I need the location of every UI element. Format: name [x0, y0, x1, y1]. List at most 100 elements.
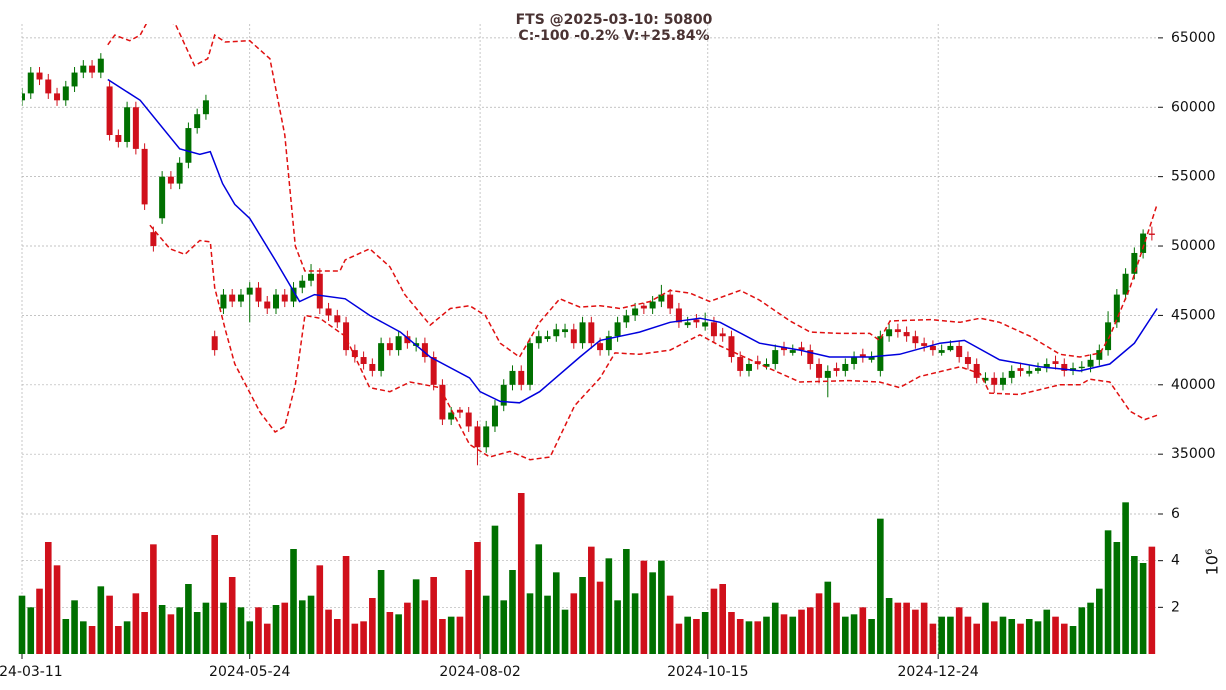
volume-bar	[631, 593, 639, 654]
volume-bar	[605, 558, 613, 654]
volume-bar	[377, 570, 385, 654]
volume-bar	[780, 614, 788, 654]
candle-body	[938, 350, 945, 353]
y-tick-label: 60000	[1171, 99, 1216, 115]
volume-bar	[421, 600, 429, 654]
volume-bar	[920, 602, 928, 654]
candle-body	[448, 412, 455, 420]
candle-body	[710, 322, 717, 337]
candle-body	[597, 343, 604, 351]
volume-bar	[701, 612, 709, 654]
volume-panel	[18, 493, 1156, 654]
volume-bar	[509, 570, 516, 654]
candle-body	[1105, 322, 1112, 351]
candle-body	[430, 357, 437, 385]
y-tick-label: 35000	[1171, 446, 1216, 462]
volume-bar	[999, 616, 1007, 654]
candle-body	[474, 426, 481, 448]
candle-body	[509, 370, 516, 385]
candle-body	[859, 354, 866, 358]
volume-bar	[570, 593, 578, 654]
candle-body	[544, 336, 551, 339]
candle-body	[281, 294, 288, 302]
volume-bar	[912, 609, 919, 654]
volume-bar	[237, 607, 245, 654]
candle-body	[658, 294, 665, 302]
volume-bar	[684, 616, 691, 654]
volume-bar	[728, 612, 735, 654]
volume-bar	[588, 546, 595, 654]
candle-body	[220, 294, 227, 309]
candle-body	[54, 93, 61, 101]
candle-body	[553, 329, 560, 337]
candle-body	[360, 357, 367, 364]
volume-bar	[360, 621, 367, 654]
volume-bar	[465, 570, 472, 654]
candle-body	[211, 336, 218, 351]
volume-bar	[202, 602, 210, 654]
volume-bar	[97, 586, 105, 654]
candle-body	[89, 65, 96, 73]
volume-bar	[439, 619, 446, 654]
candle-body	[667, 294, 674, 309]
candle-body	[246, 287, 253, 295]
volume-bar	[491, 525, 499, 654]
candle-body	[483, 426, 490, 448]
candle-body	[273, 294, 280, 309]
volume-bar	[745, 621, 753, 654]
volume-bar	[859, 607, 867, 654]
candle-body	[912, 336, 919, 344]
volume-bar	[535, 544, 543, 654]
volume-bar	[877, 518, 884, 654]
candle-body	[194, 114, 201, 129]
x-tick-label: 2024-03-11	[0, 664, 63, 680]
candle-body	[202, 100, 209, 115]
volume-bar	[1043, 609, 1051, 654]
candle-body	[1131, 252, 1138, 274]
candle-body	[798, 347, 805, 351]
volume-bar	[1122, 502, 1129, 654]
candle-body	[947, 345, 954, 351]
volume-bar	[272, 605, 280, 654]
candle-body	[605, 336, 612, 351]
candle-body	[255, 287, 262, 302]
candle-body	[264, 301, 271, 309]
candle-body	[334, 315, 341, 323]
candle-body	[535, 336, 542, 344]
candle-body	[816, 363, 823, 378]
volume-bar	[929, 623, 937, 654]
candle-body	[325, 308, 332, 316]
candle-body	[299, 280, 306, 288]
candle-body	[921, 343, 928, 346]
candle-body	[316, 273, 323, 309]
candle-body	[579, 322, 586, 344]
candle-body	[842, 363, 849, 371]
candle-body	[789, 350, 796, 353]
y2-tick-label: 2	[1171, 599, 1180, 615]
candle-body	[421, 343, 428, 358]
volume-bar	[176, 607, 183, 654]
volume-bar	[44, 542, 52, 654]
volume-bar	[561, 609, 569, 654]
candle-body	[982, 377, 989, 381]
volume-bar	[517, 493, 525, 654]
candle-body	[1122, 273, 1129, 295]
candle-body	[588, 322, 595, 344]
volume-bar	[719, 584, 726, 654]
candle-body	[675, 308, 682, 323]
y-tick-label: 65000	[1171, 30, 1216, 46]
volume-bar	[815, 593, 823, 654]
volume-bar	[474, 542, 481, 654]
volume-bar	[141, 612, 148, 654]
candle-body	[1035, 368, 1042, 371]
volume-bar	[842, 616, 849, 654]
candle-body	[1096, 350, 1103, 360]
volume-bar	[850, 614, 858, 654]
candle-body	[851, 357, 858, 364]
y2-axis-label: 10⁶	[1203, 549, 1222, 576]
candle-body	[719, 333, 726, 337]
volume-bar	[833, 602, 840, 654]
volume-bar	[1131, 556, 1138, 654]
volume-bar	[447, 616, 455, 654]
volume-bar	[342, 556, 350, 654]
